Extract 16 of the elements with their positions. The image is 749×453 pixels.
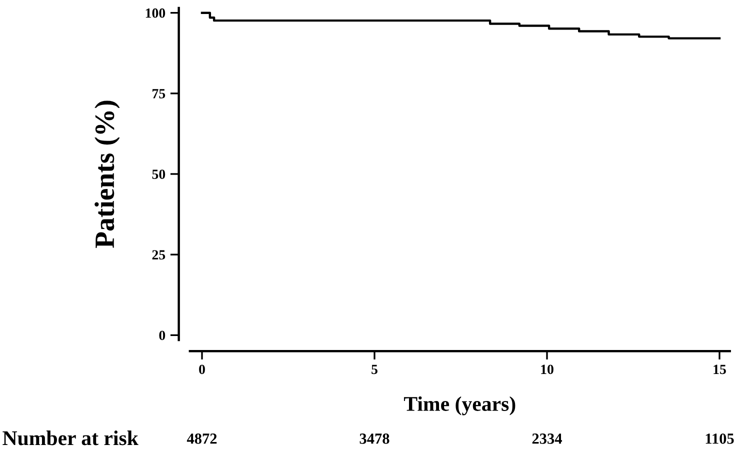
y-tick-label: 75: [152, 89, 166, 98]
y-tick-label: 0: [159, 330, 166, 340]
x-axis-title: Time (years): [404, 396, 516, 416]
text: 4872: [186, 434, 217, 444]
y-tick-label: 25: [152, 250, 166, 260]
y-axis-title: Patients (%): [94, 100, 120, 248]
text: Number at risk: [2, 430, 138, 446]
x-tick-label: 15: [714, 364, 726, 374]
x-tick-label: 0: [199, 364, 205, 374]
x-tick-label: 5: [372, 364, 378, 374]
text: 2334: [532, 434, 562, 444]
text: 3478: [360, 434, 390, 444]
x-tick-label: 10: [541, 364, 554, 374]
y-tick-label: 100: [146, 8, 166, 18]
y-tick-label: 50: [152, 170, 166, 179]
text: 1105: [706, 434, 734, 444]
